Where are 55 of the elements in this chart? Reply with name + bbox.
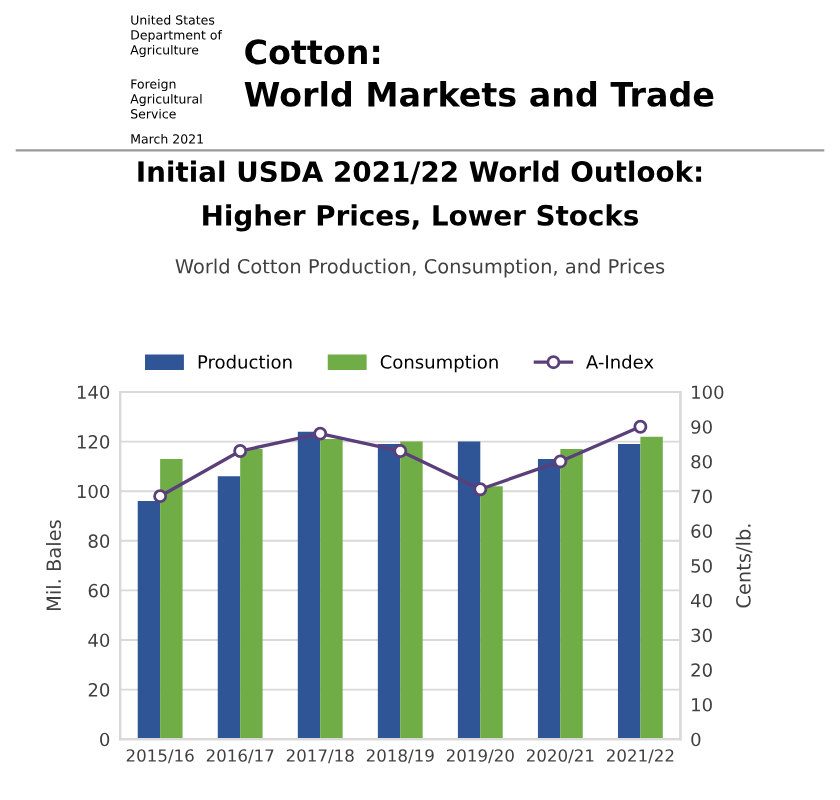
bar	[217, 476, 241, 740]
point	[233, 444, 248, 458]
bar	[160, 458, 183, 740]
legend-label: Production	[198, 354, 292, 369]
chart-title: Initial USDA 2021/22 World Outlook: Higher Prices, Lower Stocks	[138, 160, 702, 232]
bar	[537, 458, 561, 740]
chart-subtitle: World Cotton Production, Consumption, and Prices	[175, 258, 665, 278]
x-tick-label: 2016/17	[206, 749, 274, 764]
bar	[377, 444, 401, 740]
y2-tick-label: 60	[691, 524, 712, 538]
bar	[457, 441, 481, 740]
bar	[297, 431, 321, 740]
x-tick-label: 2017/18	[286, 749, 354, 764]
bar	[137, 501, 161, 740]
bar	[480, 486, 503, 740]
x-tick-label: 2019/20	[446, 749, 514, 764]
x-tick-label: 2015/16	[126, 749, 194, 764]
point	[313, 426, 328, 441]
point	[153, 489, 168, 504]
bar	[640, 436, 663, 740]
y-tick-label: 120	[77, 435, 110, 449]
x-tick-label: 2021/22	[606, 749, 674, 764]
text: Cotton: World Markets and Trade	[244, 39, 714, 107]
y2-tick-label: 50	[691, 559, 712, 573]
y-tick-label: 140	[77, 385, 110, 400]
y2-tick-label: 90	[691, 420, 712, 434]
bar	[400, 441, 423, 740]
y2-tick-label: 70	[691, 489, 712, 504]
y2-tick-label: 100	[692, 385, 724, 400]
y-tick-label: 80	[88, 534, 110, 548]
y2-tick-label: 30	[691, 628, 712, 643]
legend-label: Consumption	[380, 354, 498, 373]
point	[633, 419, 648, 434]
y-tick-label: 100	[77, 484, 110, 499]
y2-tick-label: 40	[691, 593, 712, 608]
y2-tick-label: 80	[691, 454, 712, 469]
point	[553, 454, 568, 469]
legend-label: A-Index	[586, 354, 654, 369]
x-tick-label: 2018/19	[366, 749, 434, 764]
y2-tick-label: 0	[691, 732, 701, 747]
bar	[617, 444, 641, 740]
y2-tick-label: 20	[691, 663, 712, 677]
y-tick-label: 20	[88, 683, 110, 697]
y-tick-label: 0	[100, 732, 110, 747]
point	[393, 444, 408, 458]
x-tick-label: 2020/21	[526, 749, 594, 764]
point	[473, 482, 488, 497]
bar	[560, 449, 583, 740]
y-tick-label: 40	[88, 633, 110, 648]
bar	[240, 449, 263, 740]
y2-tick-label: 10	[692, 697, 712, 712]
y-tick-label: 60	[88, 583, 110, 598]
y2-axis-title: Cents/lb.	[735, 524, 753, 608]
bar	[320, 439, 343, 740]
y-axis-title: Mil. Bales	[46, 520, 62, 611]
